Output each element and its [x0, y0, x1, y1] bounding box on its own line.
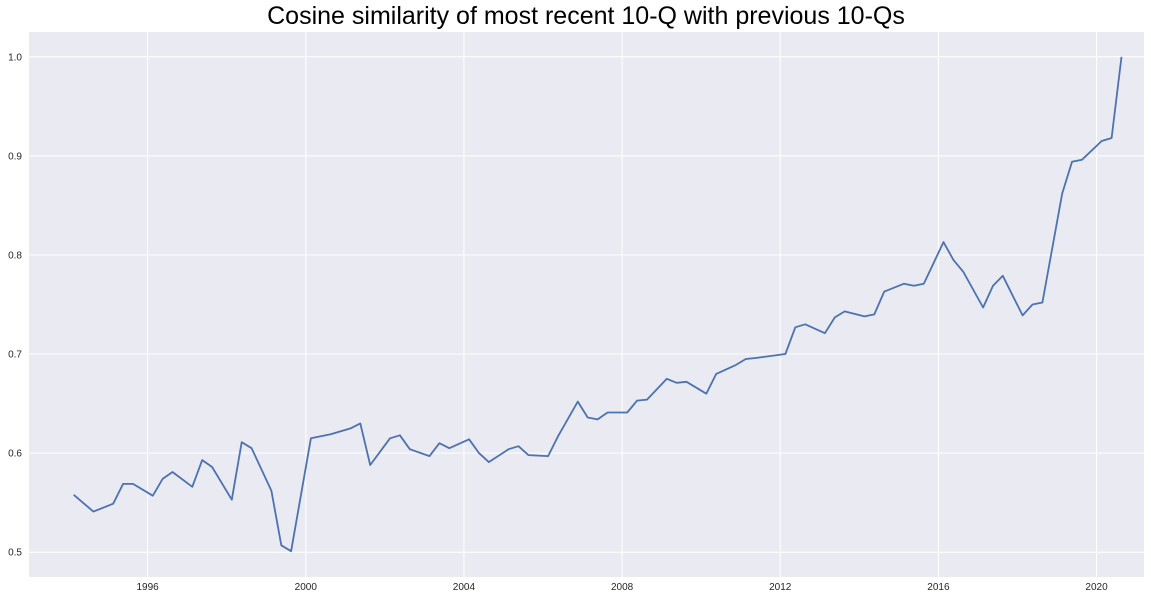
data-point	[389, 437, 391, 439]
data-point	[428, 455, 430, 457]
data-point	[468, 438, 470, 440]
data-point	[992, 284, 994, 286]
data-point	[952, 259, 954, 261]
data-point	[132, 483, 134, 485]
data-point	[359, 422, 361, 424]
data-point	[784, 353, 786, 355]
data-point	[1081, 159, 1083, 161]
data-point	[735, 364, 737, 366]
y-tick-label: 0.7	[8, 350, 22, 361]
data-point	[241, 441, 243, 443]
data-point	[201, 459, 203, 461]
y-tick-label: 0.6	[8, 449, 22, 460]
data-point	[745, 358, 747, 360]
data-point	[507, 448, 509, 450]
data-point	[586, 416, 588, 418]
data-point	[369, 464, 371, 466]
data-point	[626, 411, 628, 413]
x-tick-label: 2020	[1085, 582, 1108, 593]
data-point	[438, 442, 440, 444]
tick-labels: 1996 2000 2004 2008 2012 2016 2020 0.5 0.6 0.7 0.8…	[8, 52, 1108, 593]
data-point	[72, 494, 74, 496]
data-point	[923, 282, 925, 284]
data-point	[1110, 137, 1112, 139]
data-point	[488, 461, 490, 463]
data-point	[804, 323, 806, 325]
data-point	[666, 378, 668, 380]
data-point	[112, 502, 114, 504]
data-point	[517, 445, 519, 447]
data-point	[191, 486, 193, 488]
data-point	[873, 313, 875, 315]
data-point	[310, 437, 312, 439]
data-point	[1021, 314, 1023, 316]
data-point	[557, 435, 559, 437]
data-point	[755, 357, 757, 359]
data-point	[794, 326, 796, 328]
data-point	[290, 550, 292, 552]
x-tick-label: 2000	[295, 582, 318, 593]
data-point	[280, 544, 282, 546]
data-point	[1100, 140, 1102, 142]
data-point	[478, 452, 480, 454]
x-tick-label: 2016	[927, 582, 950, 593]
data-point	[1061, 192, 1063, 194]
data-point	[161, 478, 163, 480]
data-point	[715, 373, 717, 375]
data-point	[349, 427, 351, 429]
data-point	[1031, 303, 1033, 305]
data-point	[171, 471, 173, 473]
data-point	[913, 284, 915, 286]
y-tick-label: 1.0	[8, 52, 22, 63]
data-point	[527, 454, 529, 456]
y-tick-label: 0.5	[8, 548, 22, 559]
data-point	[982, 306, 984, 308]
data-point	[685, 381, 687, 383]
data-point	[824, 332, 826, 334]
data-point	[942, 241, 944, 243]
data-point	[843, 310, 845, 312]
data-point	[606, 411, 608, 413]
plot-area	[29, 32, 1144, 577]
x-tick-label: 2004	[453, 582, 476, 593]
data-point	[903, 282, 905, 284]
data-point	[577, 400, 579, 402]
data-point	[211, 466, 213, 468]
y-tick-label: 0.8	[8, 250, 22, 261]
data-point	[675, 382, 677, 384]
data-point	[547, 455, 549, 457]
chart-title: Cosine similarity of most recent 10-Q wi…	[267, 2, 905, 30]
data-point	[92, 510, 94, 512]
data-point	[231, 499, 233, 501]
data-point	[329, 433, 331, 435]
data-point	[1071, 161, 1073, 163]
series-layer	[72, 56, 1123, 553]
y-tick-label: 0.9	[8, 151, 22, 162]
data-point	[152, 495, 154, 497]
data-point	[448, 447, 450, 449]
data-point	[636, 399, 638, 401]
data-point	[962, 271, 964, 273]
data-point	[122, 483, 124, 485]
series-line	[73, 56, 1123, 553]
data-point	[1002, 275, 1004, 277]
data-point	[1041, 301, 1043, 303]
data-point	[250, 447, 252, 449]
x-tick-label: 2008	[611, 582, 634, 593]
data-point	[270, 490, 272, 492]
gridlines	[29, 32, 1144, 577]
data-point	[646, 398, 648, 400]
data-point	[596, 418, 598, 420]
x-tick-label: 2012	[769, 582, 792, 593]
data-point	[409, 448, 411, 450]
data-point	[1120, 56, 1122, 58]
data-point	[705, 392, 707, 394]
data-point	[834, 316, 836, 318]
data-point	[399, 434, 401, 436]
data-point	[863, 315, 865, 317]
data-point	[883, 290, 885, 292]
x-tick-label: 1996	[136, 582, 159, 593]
